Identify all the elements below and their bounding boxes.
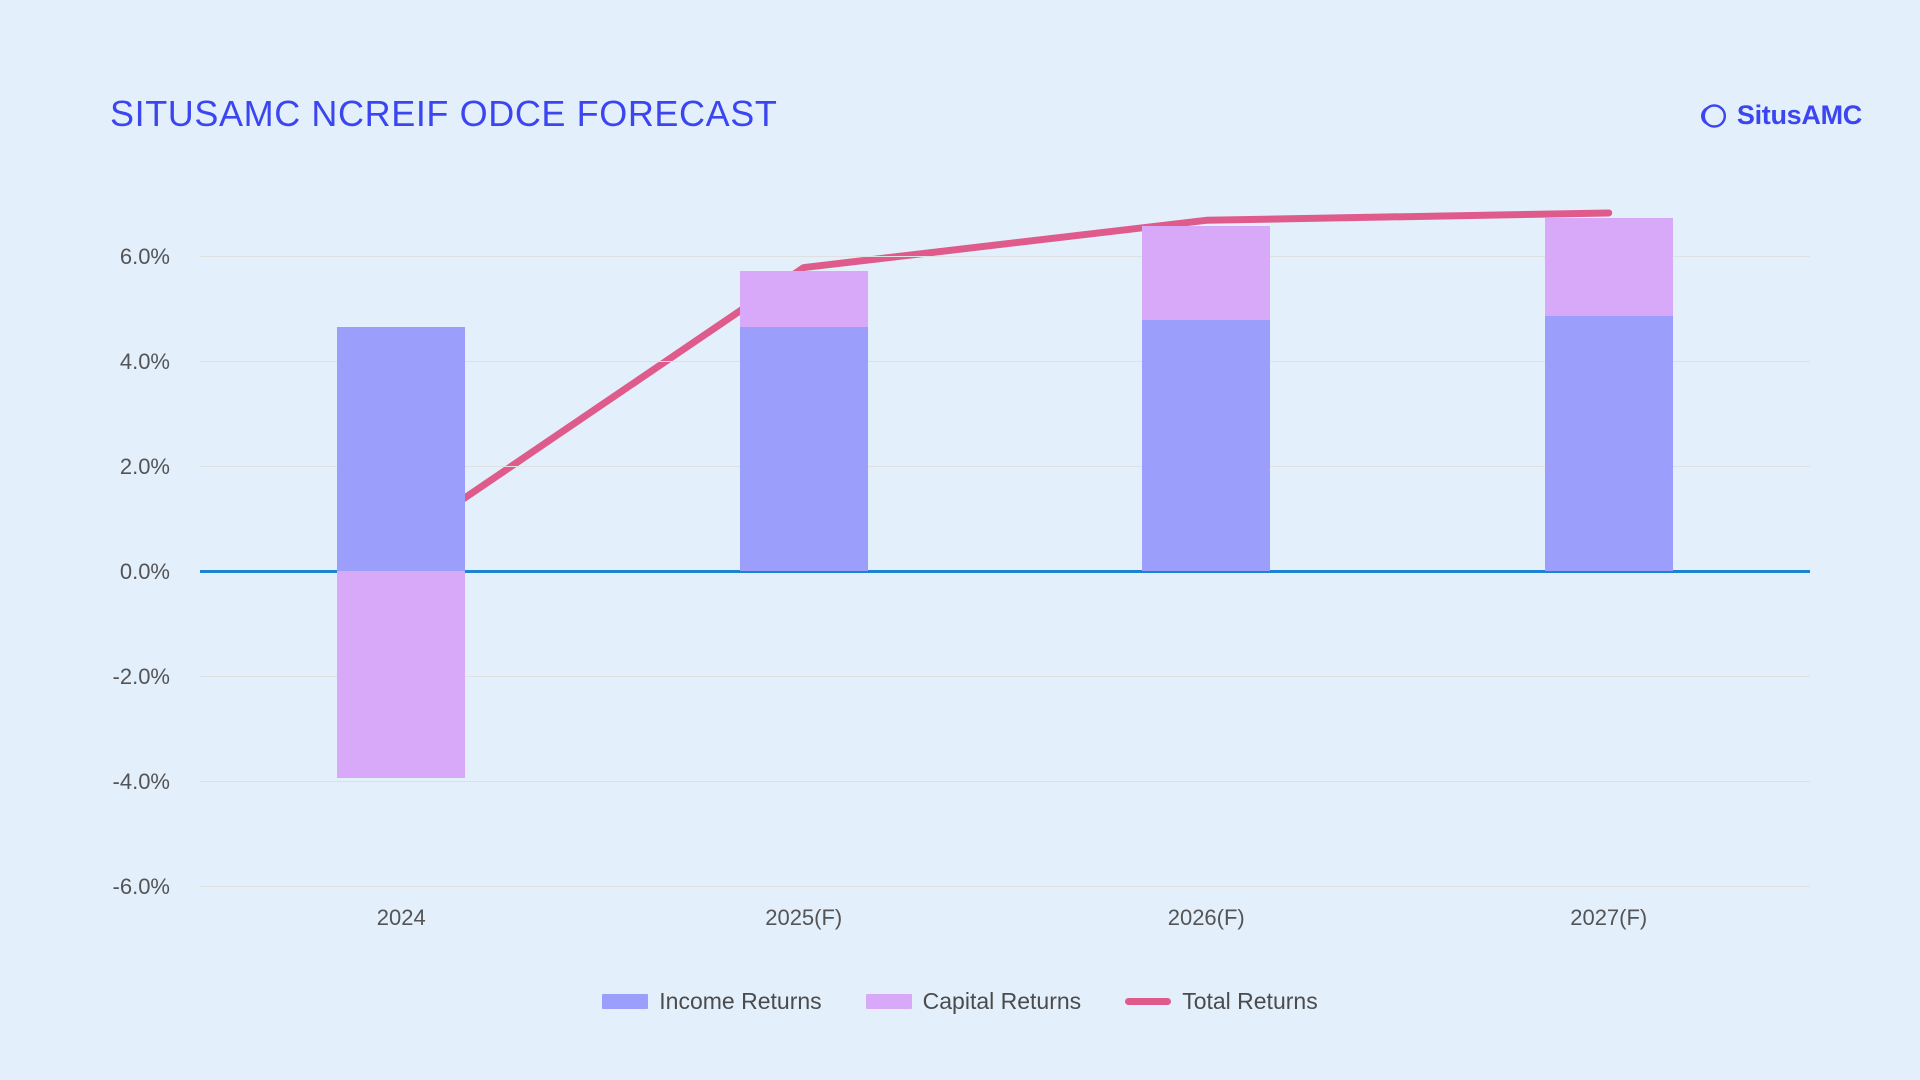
gridline xyxy=(200,466,1810,467)
situsamc-logo: SitusAMC xyxy=(1698,100,1862,131)
y-axis-tick-label: 6.0% xyxy=(119,244,170,269)
y-axis-tick-label: 4.0% xyxy=(119,349,170,374)
x-axis-tick-label: 2024 xyxy=(376,905,426,930)
y-axis-tick-label: 0.0% xyxy=(119,559,170,584)
bar-income-returns[interactable] xyxy=(1142,320,1271,571)
bar-capital-returns[interactable] xyxy=(337,571,466,779)
brand-wordmark: SitusAMC xyxy=(1736,100,1862,130)
chart-header: SITUSAMC NCREIF ODCE FORECAST SitusAMC xyxy=(0,0,1920,180)
y-axis-tick-label: 2.0% xyxy=(119,454,170,479)
legend-item-capital-returns[interactable]: Capital Returns xyxy=(865,988,1082,1015)
y-axis-tick-label: -2.0% xyxy=(112,664,170,689)
legend-swatch-total xyxy=(1125,998,1172,1005)
bar-income-returns[interactable] xyxy=(1544,316,1673,571)
bar-capital-returns[interactable] xyxy=(1544,218,1673,317)
gridline xyxy=(200,256,1810,257)
y-axis-tick-label: -4.0% xyxy=(112,769,170,794)
y-axis-tick-label: -6.0% xyxy=(112,874,170,899)
legend-label-capital: Capital Returns xyxy=(922,988,1082,1014)
legend-label-income: Income Returns xyxy=(659,988,822,1014)
bar-capital-returns[interactable] xyxy=(739,270,868,327)
x-axis-tick-label: 2025(F) xyxy=(765,905,843,930)
bar-income-returns[interactable] xyxy=(739,326,868,571)
gridline xyxy=(200,781,1810,782)
zero-axis-line xyxy=(200,570,1810,573)
situs-ring-icon xyxy=(1698,101,1728,131)
chart-legend: Income Returns Capital Returns Total Ret… xyxy=(0,988,1920,1015)
legend-swatch-income xyxy=(602,994,649,1009)
gridline xyxy=(200,886,1810,887)
bar-income-returns[interactable] xyxy=(337,326,466,571)
gridline xyxy=(200,676,1810,677)
legend-swatch-capital xyxy=(865,994,912,1009)
x-axis-tick-label: 2027(F) xyxy=(1570,905,1648,930)
x-axis-tick-label: 2026(F) xyxy=(1167,905,1245,930)
legend-item-total-returns[interactable]: Total Returns xyxy=(1125,988,1318,1015)
bar-capital-returns[interactable] xyxy=(1142,226,1271,321)
legend-item-income-returns[interactable]: Income Returns xyxy=(602,988,822,1015)
gridline xyxy=(200,361,1810,362)
total-returns-polyline xyxy=(397,209,1613,545)
legend-label-total: Total Returns xyxy=(1182,988,1318,1014)
page-title: SITUSAMC NCREIF ODCE FORECAST xyxy=(110,93,778,134)
